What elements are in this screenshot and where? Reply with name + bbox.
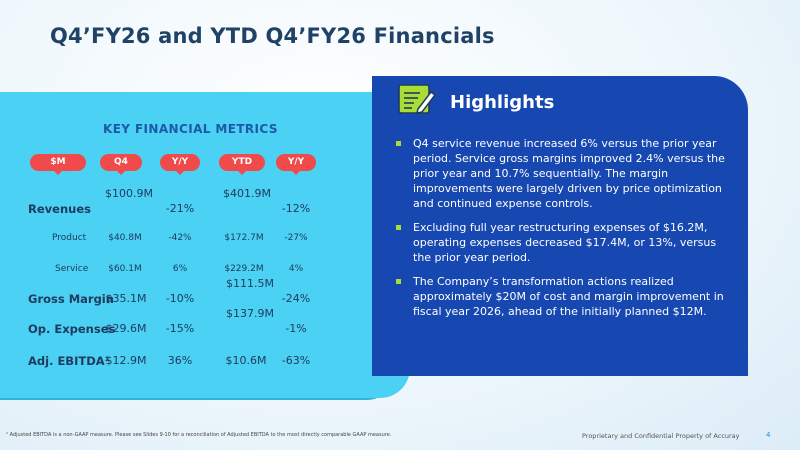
highlights-list: Q4 service revenue increased 6% versus t… <box>396 136 736 328</box>
ytd-yy-value: -12% <box>281 202 311 215</box>
bullet-square-icon <box>396 279 401 284</box>
slide-title: Q4’FY26 and YTD Q4’FY26 Financials <box>50 24 495 48</box>
q4-yy-value: 6% <box>172 264 188 274</box>
q4-yy-value: 36% <box>167 354 193 367</box>
highlight-bullet: Excluding full year restructuring expens… <box>396 220 736 265</box>
ytd-value: $10.6M <box>225 354 267 367</box>
ytd-value: $229.2M <box>224 264 264 274</box>
q4-yy-value: -21% <box>165 202 195 215</box>
confidential-notice: Proprietary and Confidential Property of… <box>582 432 740 440</box>
ytd-value: $137.9M <box>226 307 274 320</box>
ytd-value: $111.5M <box>226 277 274 290</box>
q4-yy-value: -42% <box>168 233 192 243</box>
highlight-bullet: The Company’s transformation actions rea… <box>396 274 736 319</box>
ytd-yy-value: -1% <box>285 322 307 335</box>
footnote: ¹ Adjusted EBITDA is a non-GAAP measure.… <box>6 432 392 438</box>
header-pill-ytd: YTD <box>219 154 265 175</box>
header-pill-label: $M <box>30 154 86 175</box>
row-label: Gross Margin <box>28 292 114 306</box>
ytd-yy-value: 4% <box>288 264 304 274</box>
q4-value: $12.9M <box>105 354 147 367</box>
highlight-text: The Company’s transformation actions rea… <box>413 275 724 318</box>
row-label: Adj. EBITDA¹ <box>28 354 110 368</box>
ytd-yy-value: -27% <box>284 233 308 243</box>
q4-value: $100.9M <box>105 187 153 200</box>
q4-value: $60.1M <box>108 264 142 274</box>
q4-value: $29.6M <box>105 322 147 335</box>
row-label: Revenues <box>28 202 91 216</box>
row-label: Service <box>55 264 89 274</box>
q4-yy-value: -15% <box>165 322 195 335</box>
q4-value: $40.8M <box>108 233 142 243</box>
header-pill-q4-yy: Y/Y <box>160 154 200 175</box>
q4-value: $35.1M <box>105 292 147 305</box>
header-pill-q4: Q4 <box>100 154 142 175</box>
page-number: 4 <box>766 431 771 439</box>
highlight-bullet: Q4 service revenue increased 6% versus t… <box>396 136 736 211</box>
ytd-value: $172.7M <box>224 233 264 243</box>
row-label: Product <box>52 233 87 243</box>
highlights-title: Highlights <box>450 92 555 113</box>
highlight-text: Excluding full year restructuring expens… <box>413 221 717 264</box>
ytd-value: $401.9M <box>223 187 271 200</box>
row-label: Op. Expenses <box>28 322 116 336</box>
header-pill-ytd-yy: Y/Y <box>276 154 316 175</box>
bullet-square-icon <box>396 141 401 146</box>
metrics-title: KEY FINANCIAL METRICS <box>103 122 278 136</box>
notepad-pencil-icon <box>398 84 437 117</box>
ytd-yy-value: -24% <box>281 292 311 305</box>
bullet-square-icon <box>396 225 401 230</box>
ytd-yy-value: -63% <box>281 354 311 367</box>
metrics-panel <box>0 92 410 398</box>
q4-yy-value: -10% <box>165 292 195 305</box>
highlight-text: Q4 service revenue increased 6% versus t… <box>413 137 725 210</box>
highlights-panel <box>372 76 748 376</box>
